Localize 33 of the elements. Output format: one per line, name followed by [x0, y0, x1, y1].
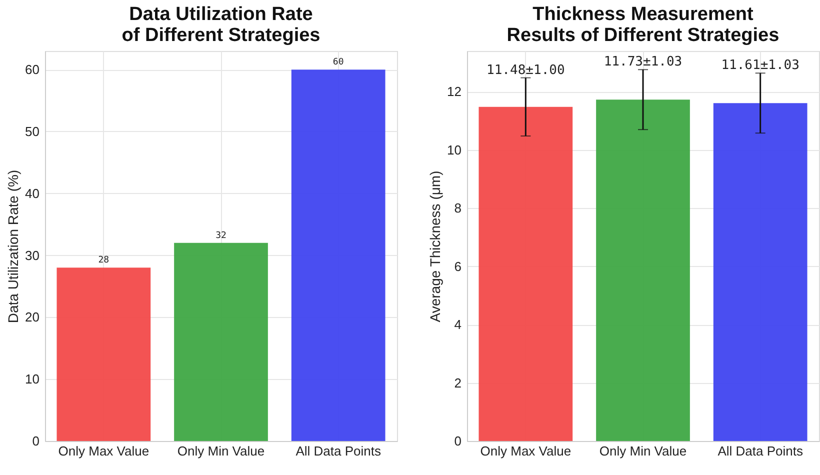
- data-label: 60: [332, 58, 344, 68]
- y-axis-title: Data Utilization Rate (%): [5, 170, 22, 324]
- y-tick-label: 12: [447, 84, 462, 100]
- y-tick-label: 30: [25, 248, 40, 263]
- x-tick-label: Only Max Value: [58, 444, 150, 458]
- data-label: 11.73±1.03: [604, 54, 682, 70]
- x-tick-label: Only Min Value: [599, 444, 687, 458]
- data-label: 28: [98, 256, 110, 266]
- y-tick-label: 60: [25, 62, 40, 78]
- y-axis-title: Average Thickness (μm): [427, 170, 444, 322]
- y-tick-label: 6: [454, 258, 462, 274]
- x-tick-label: Only Min Value: [177, 444, 265, 458]
- y-tick-label: 0: [32, 434, 40, 448]
- bar: [56, 268, 151, 441]
- data-label: 32: [216, 230, 226, 241]
- y-tick-label: 20: [25, 310, 40, 325]
- y-tick-label: 0: [454, 434, 462, 448]
- y-tick-label: 10: [447, 142, 462, 158]
- y-tick-label: 10: [25, 372, 40, 387]
- y-tick-label: 40: [25, 186, 40, 201]
- x-tick-label: All Data Points: [296, 444, 382, 458]
- x-tick-label: Only Max Value: [480, 444, 572, 458]
- data-label: 11.61±1.03: [721, 58, 800, 74]
- y-tick-label: 50: [25, 124, 40, 139]
- chart-title: Thickness Measurement Results of Different Strategies: [506, 4, 780, 46]
- y-tick-label: 4: [454, 317, 462, 332]
- x-tick-label: All Data Points: [718, 444, 804, 458]
- bar: [291, 70, 386, 441]
- bar: [174, 242, 268, 441]
- y-tick-label: 2: [454, 375, 462, 390]
- y-tick-label: 8: [454, 200, 462, 216]
- chart-title: Data Utilization Rate of Different Strategies: [122, 4, 320, 46]
- data-label: 11.48±1.00: [486, 62, 565, 78]
